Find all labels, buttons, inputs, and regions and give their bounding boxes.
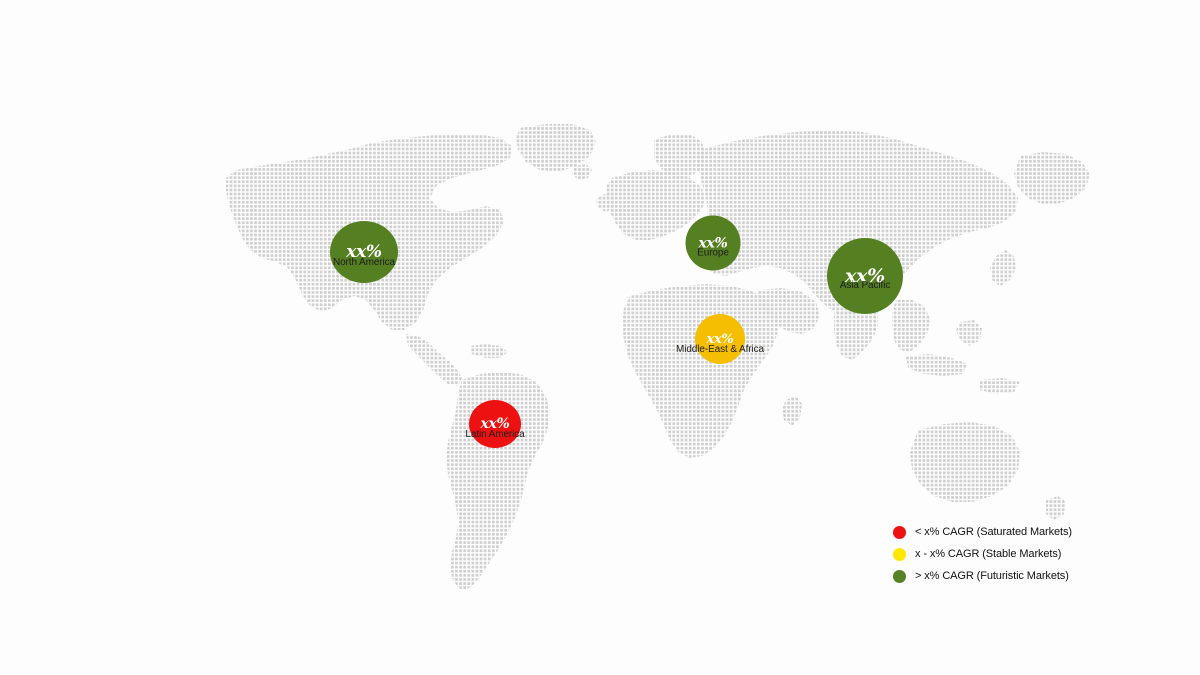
bubble-latin-america[interactable]: xx% Latin America xyxy=(465,400,525,448)
legend-label-stable: x - x% CAGR (Stable Markets) xyxy=(915,548,1062,560)
legend-swatch-green-icon xyxy=(893,569,906,583)
legend-swatch-red-icon xyxy=(893,525,906,539)
bubble-circle-north-america[interactable]: xx% xyxy=(330,221,398,283)
legend-swatch-yellow-icon xyxy=(893,547,906,561)
bubble-value-asia-pacific: xx% xyxy=(845,264,885,287)
bubble-value-europe: xx% xyxy=(698,235,728,251)
bubble-label-latin-america: Latin America xyxy=(465,429,525,440)
legend-label-futuristic: > x% CAGR (Futuristic Markets) xyxy=(915,570,1069,582)
bubble-value-middle-east-africa: xx% xyxy=(706,331,734,347)
bubble-label-north-america: North America xyxy=(332,257,396,268)
bubble-value-latin-america: xx% xyxy=(480,416,510,432)
bubble-label-middle-east-africa: Middle-East & Africa xyxy=(675,344,765,355)
bubble-label-asia-pacific: Asia Pacific xyxy=(839,280,891,291)
bubble-circle-middle-east-africa[interactable]: xx% xyxy=(695,314,745,364)
legend-item-stable[interactable]: x - x% CAGR (Stable Markets) xyxy=(893,543,1072,565)
bubble-value-north-america: xx% xyxy=(346,241,382,262)
bubble-middle-east-africa[interactable]: xx% Middle-East & Africa xyxy=(676,314,764,364)
legend-item-futuristic[interactable]: > x% CAGR (Futuristic Markets) xyxy=(893,565,1072,587)
bubble-asia-pacific[interactable]: xx% Asia Pacific xyxy=(827,238,903,314)
bubble-circle-asia-pacific[interactable]: xx% xyxy=(827,238,903,314)
bubble-circle-europe[interactable]: xx% xyxy=(685,215,741,271)
bubble-circle-latin-america[interactable]: xx% xyxy=(469,400,521,448)
bubble-label-europe: Europe xyxy=(697,247,729,259)
bubble-europe[interactable]: xx% Europe xyxy=(685,215,741,271)
legend-label-saturated: < x% CAGR (Saturated Markets) xyxy=(915,526,1072,538)
legend: < x% CAGR (Saturated Markets) x - x% CAG… xyxy=(893,521,1072,587)
legend-item-saturated[interactable]: < x% CAGR (Saturated Markets) xyxy=(893,521,1072,543)
bubble-north-america[interactable]: xx% North America xyxy=(330,221,398,283)
